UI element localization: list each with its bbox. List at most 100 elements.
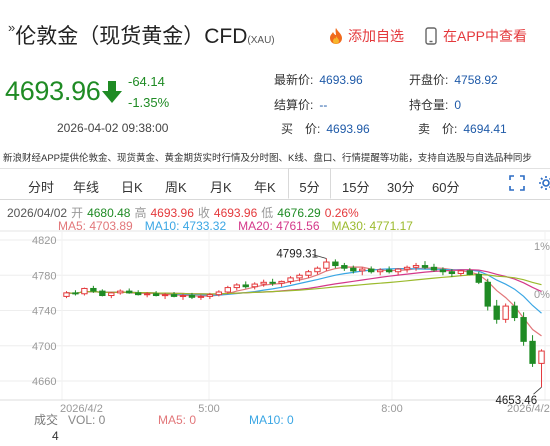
tab-year-line[interactable]: 年线 [73,180,100,195]
add-watchlist-button[interactable]: 添加自选 [328,26,404,46]
candle-body [430,266,438,271]
candle [296,273,303,282]
candle [224,285,232,294]
candle [278,280,285,287]
tab-15min[interactable]: 15分 [342,180,370,195]
volume-ma10: MA10: 0 [249,413,294,427]
candle-body [502,305,509,320]
title-sub: (XAU) [247,35,275,46]
candle-body [143,293,151,296]
candle [206,292,214,300]
candle [143,291,151,298]
ohlc-date: 2026/04/02 [7,206,68,220]
candle-body [108,292,115,297]
chart-grid [0,230,550,401]
candle-body [484,281,491,307]
open-label: 开 [71,206,84,220]
candle [81,287,88,296]
candle [170,291,178,298]
candle [90,285,97,293]
volume-row: 成交 VOL: 0 MA5: 0 MA10: 0 4 [34,412,294,443]
candle [269,278,276,286]
volume-axis-label: 4 [52,429,59,443]
candle-body [99,290,106,297]
ohlc-low: 4676.29 [277,206,321,220]
open-interest: 持仓量: 0 [409,98,462,112]
candle-body [314,267,321,273]
candle-body [90,287,97,292]
candle [72,290,79,296]
candle-body [179,295,187,298]
candle [314,266,321,275]
pct-tick-label: 0% [534,289,550,301]
high-label: 4799.31 [276,249,318,261]
candle-body [278,280,285,284]
candle [126,288,133,294]
candle-body [233,284,240,289]
ma30-value: MA30: 4771.17 [331,219,413,233]
candle [439,267,447,276]
period-tabs: 分时 年线 日K 周K 月K 年K 5分 15分 30分 60分 [0,168,550,200]
candle-body [466,270,474,275]
candle-body [529,340,536,364]
candle [359,267,366,276]
candle [511,301,518,322]
phone-icon [425,27,437,45]
tab-yearly-k[interactable]: 年K [254,180,276,195]
candle-body [215,291,223,296]
candle-body [224,287,232,293]
tab-30min[interactable]: 30分 [387,180,415,195]
candle [188,292,196,300]
high-label: 高 [134,206,147,220]
tab-daily-k[interactable]: 日K [121,180,143,195]
candle-body [439,269,447,273]
candle-body [188,295,196,298]
candle-body [323,261,330,269]
tab-60min[interactable]: 60分 [432,180,460,195]
settings-icon[interactable] [538,175,550,196]
candle [99,289,106,297]
candle-body [206,294,214,297]
y-axis-labels: 4820 4780 4740 4700 4660 1% 0% [32,235,550,388]
candle-body [403,266,411,270]
low-label: 低 [261,206,274,220]
candle [475,271,482,285]
candle [108,291,115,299]
candle [332,259,339,269]
x-tick-label: 8:00 [381,403,402,415]
tab-monthly-k[interactable]: 月K [210,180,232,195]
candle-body [493,305,500,320]
ma-lines [66,266,542,337]
candle-body [63,292,70,297]
price-change: -64.14 [128,74,165,89]
view-in-app-label: 在APP中查看 [443,28,528,44]
candle-body [287,277,294,282]
candle-body [448,271,456,274]
candle [502,303,509,323]
settle-price: 结算价: -- [274,98,328,112]
candle [529,335,536,367]
candle [421,261,429,270]
view-in-app-button[interactable]: 在APP中查看 [425,26,527,46]
y-tick-label: 4700 [32,341,56,353]
ask-price: 卖 价: 4694.41 [418,122,507,136]
candle [323,258,330,271]
tab-5min[interactable]: 5分 [288,168,331,199]
open-price: 开盘价: 4758.92 [409,73,498,87]
tab-weekly-k[interactable]: 周K [165,180,187,195]
tab-fenshi[interactable]: 分时 [28,180,55,195]
candle [538,349,545,388]
candle-body [296,274,303,279]
candle [287,276,294,285]
close-label: 收 [197,206,210,220]
candle [215,290,223,297]
ohlc-close: 4693.96 [213,206,258,220]
candle-body [242,284,249,288]
candle-body [475,273,482,283]
ma30-line [66,273,542,295]
fullscreen-icon[interactable] [509,175,525,196]
candle-body [368,268,375,273]
candle [412,262,420,271]
candle-body [412,265,420,268]
